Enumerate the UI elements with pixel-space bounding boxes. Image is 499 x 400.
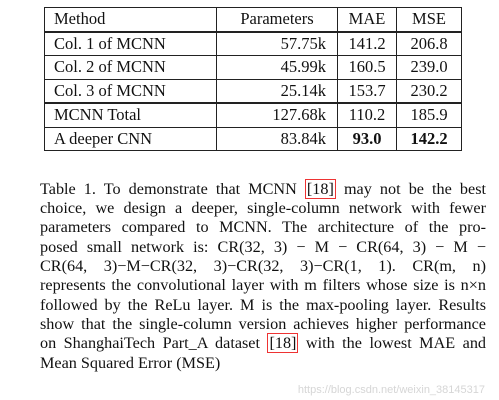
table-row: MCNN Total 127.68k 110.2 185.9	[44, 102, 462, 128]
cell-params: 83.84k	[216, 126, 338, 151]
cell-mae: 160.5	[337, 55, 397, 80]
caption-line: posed small network is: CR(32, 3) − M − …	[40, 238, 486, 256]
cell-mae: 153.7	[337, 78, 397, 104]
caption-line: choice, we design a deeper, single-colum…	[40, 199, 486, 217]
header-mae: MAE	[337, 7, 397, 32]
cell-params: 45.99k	[216, 55, 338, 80]
cell-mae-best: 93.0	[337, 126, 397, 151]
table-row: A deeper CNN 83.84k 93.0 142.2	[44, 126, 462, 151]
cell-method: A deeper CNN	[44, 126, 217, 151]
header-method: Method	[44, 7, 217, 32]
table-row: Col. 1 of MCNN 57.75k 141.2 206.8	[44, 31, 462, 56]
cell-mse-best: 142.2	[396, 126, 462, 151]
caption-line: represents the convolutional layer with …	[40, 276, 486, 294]
header-parameters: Parameters	[216, 7, 338, 32]
cell-mae: 141.2	[337, 31, 397, 56]
cell-mae: 110.2	[337, 102, 397, 128]
cell-mse: 239.0	[396, 55, 462, 80]
caption-line: parameters compared to MCNN. The archite…	[40, 218, 486, 236]
table-header-row: Method Parameters MAE MSE	[44, 7, 462, 32]
cell-params: 57.75k	[216, 31, 338, 56]
caption-line: Table 1. To demonstrate that MCNN [18] m…	[40, 179, 486, 199]
header-mse: MSE	[396, 7, 462, 32]
cell-mse: 206.8	[396, 31, 462, 56]
table-row: Col. 3 of MCNN 25.14k 153.7 230.2	[44, 78, 462, 104]
cell-mse: 185.9	[396, 102, 462, 128]
citation-link[interactable]: [18]	[267, 333, 299, 353]
cell-method: Col. 2 of MCNN	[44, 55, 217, 80]
table-row: Col. 2 of MCNN 45.99k 160.5 239.0	[44, 55, 462, 80]
caption-line: followed by the ReLu layer. M is the max…	[40, 296, 486, 314]
caption-line: Mean Squared Error (MSE)	[40, 354, 221, 372]
cell-params: 127.68k	[216, 102, 338, 128]
citation-link[interactable]: [18]	[304, 179, 336, 199]
cell-mse: 230.2	[396, 78, 462, 104]
caption-line: CR(64, 3)−M−CR(32, 3)−CR(32, 3)−CR(1, 1)…	[40, 257, 486, 275]
watermark: https://blog.csdn.net/weixin_38145317	[297, 384, 485, 396]
cell-method: MCNN Total	[44, 102, 217, 128]
results-table: Method Parameters MAE MSE Col. 1 of MCNN…	[44, 7, 462, 151]
cell-params: 25.14k	[216, 78, 338, 104]
caption-line: show that the single-column version achi…	[40, 315, 486, 333]
cell-method: Col. 3 of MCNN	[44, 78, 217, 104]
cell-method: Col. 1 of MCNN	[44, 31, 217, 56]
caption-line: on ShanghaiTech Part_A dataset [18] with…	[40, 333, 487, 353]
